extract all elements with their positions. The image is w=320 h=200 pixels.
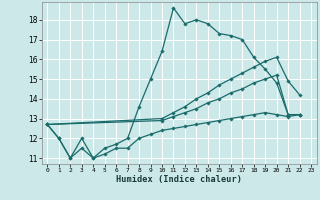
X-axis label: Humidex (Indice chaleur): Humidex (Indice chaleur) xyxy=(116,175,242,184)
